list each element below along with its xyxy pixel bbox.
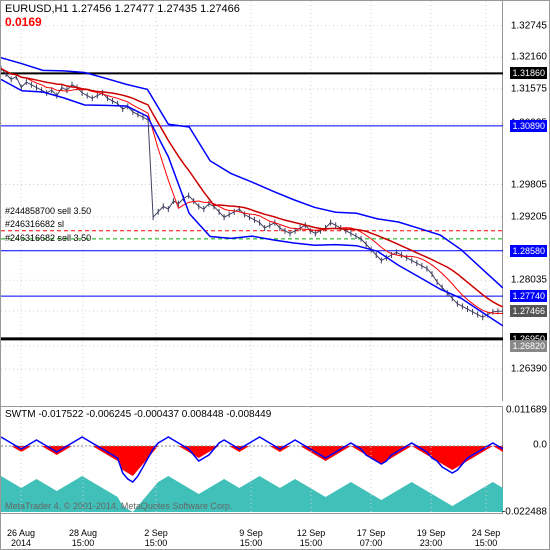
x-tick-label: 26 Aug2014 [7,528,35,548]
x-tick-label: 24 Sep15:00 [472,528,501,548]
chart-container: EURUSD,H1 1.27456 1.27477 1.27435 1.2746… [0,0,550,550]
y-tick-highlight: 1.30890 [510,120,547,132]
indicator-chart[interactable]: SWTM -0.017522 -0.006245 -0.000437 0.008… [1,406,503,514]
sub-y-tick-label: -0.022488 [502,507,547,518]
y-tick-label: 1.32745 [511,20,547,31]
y-axis-main: 1.327451.321601.315751.309351.298051.292… [501,1,549,401]
order-label: #246316682 sl [5,219,64,229]
main-chart-svg [1,1,503,401]
y-axis-sub: 0.0116890.0-0.022488 [501,406,549,514]
y-tick-label: 1.32160 [511,52,547,63]
y-tick-highlight: 1.31860 [510,67,547,79]
chart-header: EURUSD,H1 1.27456 1.27477 1.27435 1.2746… [5,3,240,29]
copyright-label: MetaTrader 4, © 2001-2014, MetaQuotes So… [5,501,232,511]
x-tick-label: 19 Sep23:00 [417,528,446,548]
sub-y-tick-label: 0.0 [533,440,547,451]
order-label: #246316682 sell 3.50 [5,233,91,243]
y-tick-highlight: 1.27740 [510,290,547,302]
x-tick-label: 17 Sep07:00 [357,528,386,548]
y-tick-highlight: 1.27466 [510,305,547,317]
x-tick-label: 2 Sep15:00 [144,528,168,548]
x-tick-label: 9 Sep15:00 [239,528,263,548]
x-tick-label: 12 Sep15:00 [297,528,326,548]
x-tick-label: 28 Aug15:00 [69,528,97,548]
main-price-chart[interactable]: #244858700 sell 3.50 #246316682 sl #246316… [1,1,503,401]
x-axis: 26 Aug2014 28 Aug15:00 2 Sep15:00 9 Sep15:0… [1,513,503,549]
y-tick-highlight: 1.26820 [510,340,547,352]
symbol-label: EURUSD,H1 [5,3,69,15]
sub-y-tick-label: 0.011689 [506,404,547,415]
y-tick-highlight: 1.28580 [510,245,547,257]
y-tick-label: 1.28035 [511,275,547,286]
sub-chart-svg [1,407,503,515]
ohlc-label: 1.27456 1.27477 1.27435 1.27466 [72,3,240,15]
y-tick-label: 1.31575 [511,83,547,94]
y-tick-label: 1.26390 [511,364,547,375]
value-label: 0.0169 [5,15,42,29]
order-label: #244858700 sell 3.50 [5,206,91,216]
y-tick-label: 1.29805 [511,179,547,190]
y-tick-label: 1.29205 [511,211,547,222]
indicator-header: SWTM -0.017522 -0.006245 -0.000437 0.008… [5,409,271,420]
